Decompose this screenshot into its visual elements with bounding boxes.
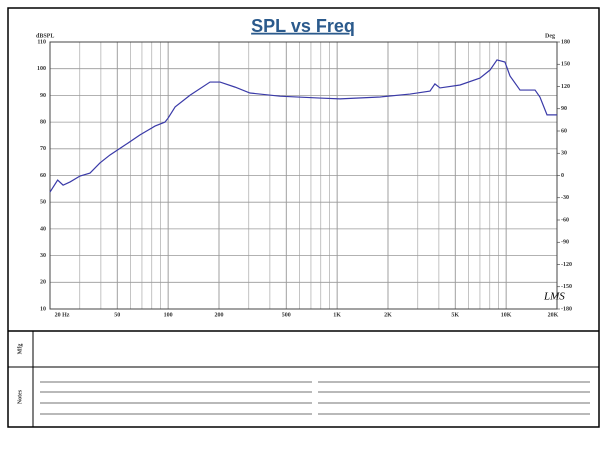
y-tick-label: 80 <box>40 119 46 125</box>
plot-border <box>49 41 558 310</box>
note-lines <box>40 381 590 415</box>
x-tick-label: 10K <box>501 312 512 318</box>
mfg-label: Mfg <box>17 344 23 355</box>
y2-tick-label: -30 <box>561 195 569 201</box>
y2-tick-label: -60 <box>561 217 569 223</box>
x-tick-label: 20K <box>548 312 559 318</box>
x-tick-label: 5K <box>451 312 459 318</box>
x-tick-label: 50 <box>114 312 120 318</box>
y-tick-label: 90 <box>40 93 46 99</box>
series-line <box>49 59 557 193</box>
logo: LMS <box>543 291 565 303</box>
x-tick-label: 500 <box>282 312 291 318</box>
y2-tick-label: -180 <box>561 306 572 312</box>
y-tick-label: 60 <box>40 173 46 179</box>
y2-tick-label: -120 <box>561 262 572 268</box>
y2-tick-label: 60 <box>561 128 567 134</box>
y-tick-label: 40 <box>40 226 46 232</box>
y-tick-label: 10 <box>40 306 46 312</box>
y2-tick-label: -90 <box>561 240 569 246</box>
y-tick-label: 100 <box>37 66 46 72</box>
y-tick-label: 70 <box>40 146 46 152</box>
y-tick-label: 110 <box>37 39 46 45</box>
y-axis-label: dBSPL <box>36 33 54 39</box>
y2-axis-label: Deg <box>545 33 555 39</box>
x-tick-label: 200 <box>215 312 224 318</box>
y-tick-label: 50 <box>40 200 46 206</box>
y2-tick-label: 120 <box>561 84 570 90</box>
y2-tick-label: -150 <box>561 284 572 290</box>
x-tick-label: 1K <box>333 312 341 318</box>
x-tick-label: 2K <box>384 312 392 318</box>
y2-tick-label: 0 <box>561 173 564 179</box>
y-tick-label: 20 <box>40 280 46 286</box>
y2-tick-label: 180 <box>561 39 570 45</box>
y2-tick-label: 30 <box>561 151 567 157</box>
x-tick-label: 20 Hz <box>55 312 70 318</box>
frame <box>7 7 600 428</box>
notes-label: Notes <box>17 389 23 404</box>
y2-tick-label: 90 <box>561 106 567 112</box>
chart-title: SPL vs Freq <box>251 16 355 36</box>
y2-tick-label: 150 <box>561 62 570 68</box>
x-tick-label: 100 <box>164 312 173 318</box>
y-tick-label: 30 <box>40 253 46 259</box>
